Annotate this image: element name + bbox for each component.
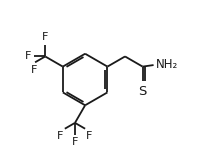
Text: F: F: [42, 32, 48, 42]
Text: S: S: [138, 85, 147, 98]
Text: F: F: [72, 137, 78, 147]
Text: F: F: [57, 131, 64, 141]
Text: F: F: [25, 52, 32, 62]
Text: NH₂: NH₂: [156, 58, 178, 71]
Text: F: F: [31, 65, 37, 75]
Text: F: F: [86, 131, 93, 141]
